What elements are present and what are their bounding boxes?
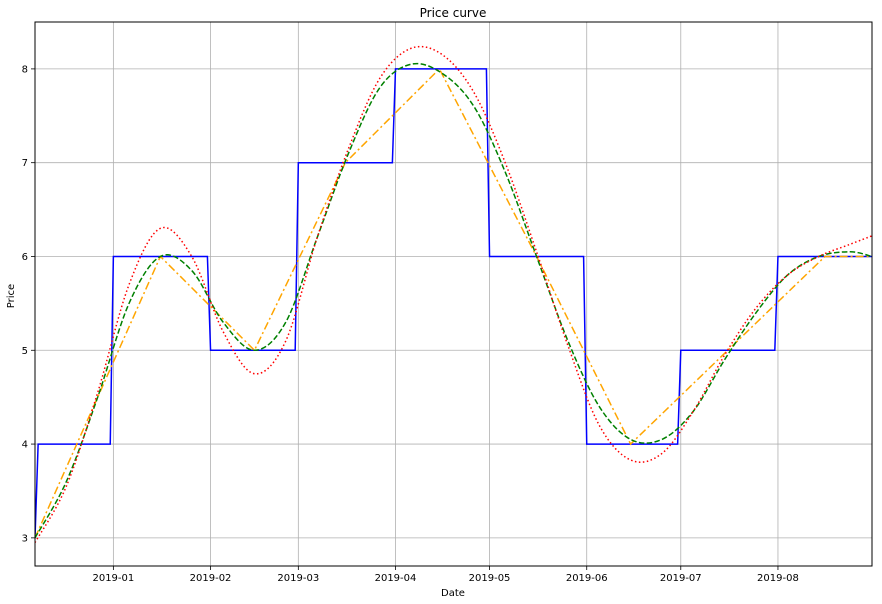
x-tick-label: 2019-08 [757, 573, 799, 584]
x-tick-label: 2019-07 [660, 573, 702, 584]
spline-series-line [35, 45, 872, 543]
x-tick-label: 2019-01 [92, 573, 134, 584]
x-tick-label: 2019-04 [375, 573, 417, 584]
plot-frame [34, 21, 873, 567]
y-tick-label: 7 [22, 158, 28, 169]
x-tick-label: 2019-02 [190, 573, 232, 584]
y-axis: 3 4 5 6 7 8 [22, 64, 35, 544]
y-tick-label: 4 [22, 440, 28, 451]
y-tick-label: 6 [22, 252, 28, 263]
x-tick-label: 2019-06 [566, 573, 608, 584]
plot-area [35, 45, 872, 543]
chart-title: Price curve [420, 6, 487, 20]
x-axis-label: Date [441, 588, 465, 599]
x-tick-label: 2019-05 [469, 573, 511, 584]
linear-series-line [35, 67, 872, 539]
y-tick-label: 3 [22, 533, 28, 544]
smooth-series-line [35, 62, 872, 539]
x-tick-label: 2019-03 [277, 573, 319, 584]
y-axis-label: Price [6, 284, 17, 308]
y-tick-label: 8 [22, 64, 28, 75]
x-axis: 2019-01 2019-02 2019-03 2019-04 2019-05 2019-… [92, 566, 799, 584]
y-tick-label: 5 [22, 346, 28, 357]
grid [35, 22, 872, 566]
step-series-line [35, 68, 872, 538]
